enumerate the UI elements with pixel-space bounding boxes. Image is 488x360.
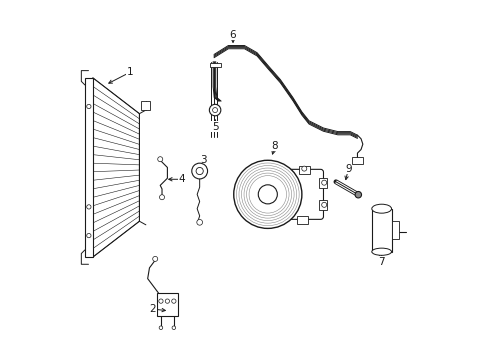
Bar (371, 209, 391, 252)
Bar (391, 221, 398, 239)
Circle shape (152, 256, 158, 261)
Ellipse shape (371, 204, 391, 213)
Bar (141, 101, 150, 110)
FancyBboxPatch shape (288, 169, 323, 219)
Text: 4: 4 (178, 174, 184, 184)
Circle shape (159, 195, 164, 200)
Circle shape (212, 108, 217, 113)
Circle shape (321, 180, 326, 185)
Circle shape (209, 104, 221, 116)
Text: 7: 7 (377, 257, 384, 267)
Text: 3: 3 (200, 155, 206, 165)
Polygon shape (93, 78, 139, 257)
Circle shape (86, 104, 91, 109)
Bar (298, 166, 309, 174)
Circle shape (172, 326, 175, 329)
Circle shape (158, 157, 163, 162)
Circle shape (354, 192, 361, 198)
Text: 5: 5 (211, 122, 218, 132)
Bar (318, 200, 326, 210)
Text: 6: 6 (229, 30, 236, 40)
Circle shape (258, 185, 277, 204)
Circle shape (233, 160, 301, 228)
Circle shape (301, 166, 306, 171)
Bar (351, 157, 362, 164)
Bar (318, 178, 326, 188)
Circle shape (165, 299, 169, 303)
Text: 8: 8 (271, 141, 278, 151)
Text: 1: 1 (126, 67, 133, 77)
Circle shape (159, 299, 163, 303)
Circle shape (191, 163, 207, 179)
Circle shape (86, 233, 91, 238)
Circle shape (159, 326, 163, 329)
Text: 9: 9 (345, 163, 351, 174)
Ellipse shape (371, 248, 391, 255)
Circle shape (196, 220, 202, 225)
Bar (156, 293, 178, 316)
Bar (210, 63, 221, 67)
Circle shape (321, 202, 326, 207)
Circle shape (171, 299, 176, 303)
Circle shape (196, 167, 203, 175)
Bar (85, 78, 93, 257)
Bar (297, 216, 307, 224)
Circle shape (86, 205, 91, 209)
Text: 2: 2 (149, 304, 156, 314)
